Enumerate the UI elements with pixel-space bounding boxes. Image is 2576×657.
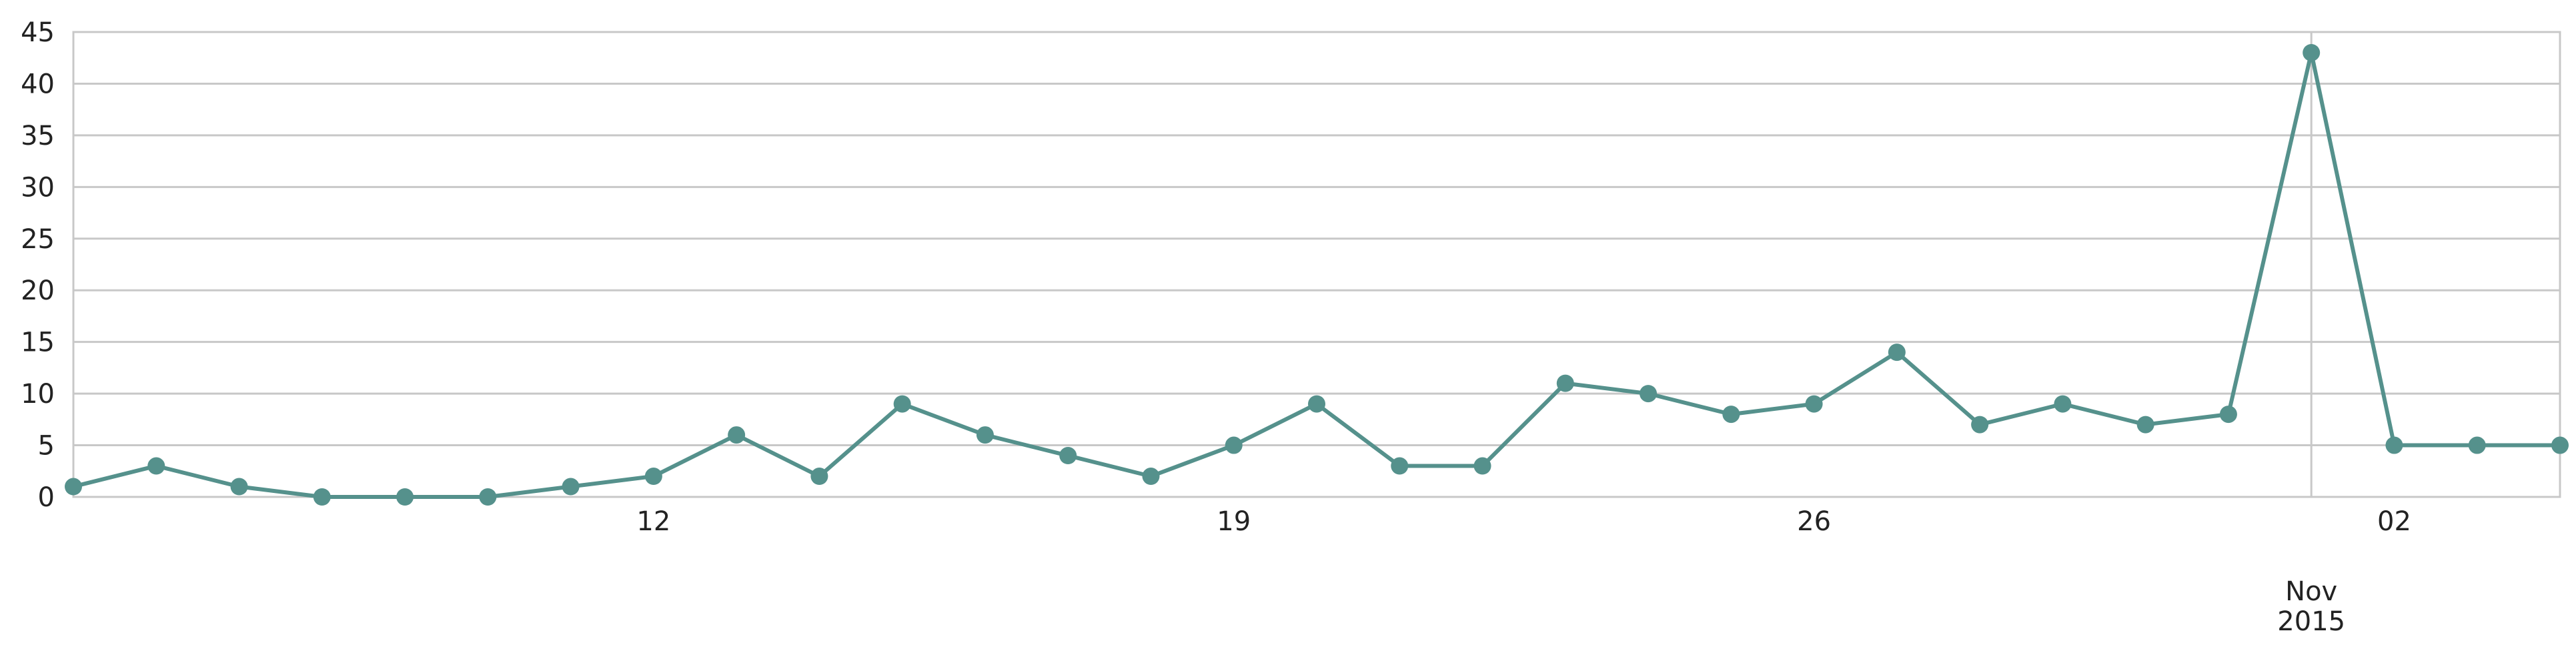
data-point xyxy=(313,488,331,506)
data-point xyxy=(1556,374,1574,392)
data-point xyxy=(2551,436,2569,454)
series-line xyxy=(71,50,2562,499)
series xyxy=(65,43,2569,506)
y-tick-label: 30 xyxy=(21,172,55,203)
data-point xyxy=(562,478,580,496)
y-tick-label: 25 xyxy=(21,224,55,255)
x-month-label: Nov xyxy=(2285,576,2337,607)
data-point xyxy=(1722,406,1740,424)
data-point xyxy=(2303,43,2321,61)
data-point xyxy=(65,478,82,496)
data-point xyxy=(1805,395,1823,413)
data-point xyxy=(976,426,994,444)
data-point xyxy=(230,478,248,496)
x-tick-label: 19 xyxy=(1217,506,1251,537)
data-point xyxy=(1308,395,1325,413)
data-point xyxy=(893,395,911,413)
data-point xyxy=(1225,436,1243,454)
y-tick-label: 15 xyxy=(21,327,55,358)
data-point xyxy=(2385,436,2403,454)
data-point xyxy=(2054,395,2072,413)
data-point xyxy=(396,488,414,506)
x-tick-label: 26 xyxy=(1797,506,1831,537)
x-tick-label: 02 xyxy=(2377,506,2411,537)
y-tick-label: 10 xyxy=(21,379,55,410)
data-point xyxy=(2468,436,2486,454)
data-point xyxy=(1059,447,1077,465)
y-tick-label: 45 xyxy=(21,17,55,48)
y-tick-label: 0 xyxy=(38,482,55,513)
data-point xyxy=(810,468,828,486)
data-point xyxy=(1888,344,1906,362)
plot-frame xyxy=(72,31,2561,498)
data-point xyxy=(1473,457,1491,475)
grid xyxy=(73,31,2560,498)
axes xyxy=(72,31,2561,498)
data-point xyxy=(1142,468,1160,486)
data-point xyxy=(2136,416,2154,434)
x-year-label: 2015 xyxy=(2277,606,2345,637)
y-tick-label: 5 xyxy=(38,431,55,462)
y-tick-label: 35 xyxy=(21,121,55,151)
data-point xyxy=(1391,457,1409,475)
data-point xyxy=(479,488,497,506)
data-point xyxy=(644,468,662,486)
data-point xyxy=(2219,406,2237,424)
y-tick-label: 20 xyxy=(21,275,55,306)
data-point xyxy=(147,457,165,475)
data-point xyxy=(1971,416,1989,434)
data-point xyxy=(728,426,746,444)
y-tick-label: 40 xyxy=(21,69,55,99)
data-point xyxy=(1640,385,1658,403)
x-tick-label: 12 xyxy=(636,506,670,537)
